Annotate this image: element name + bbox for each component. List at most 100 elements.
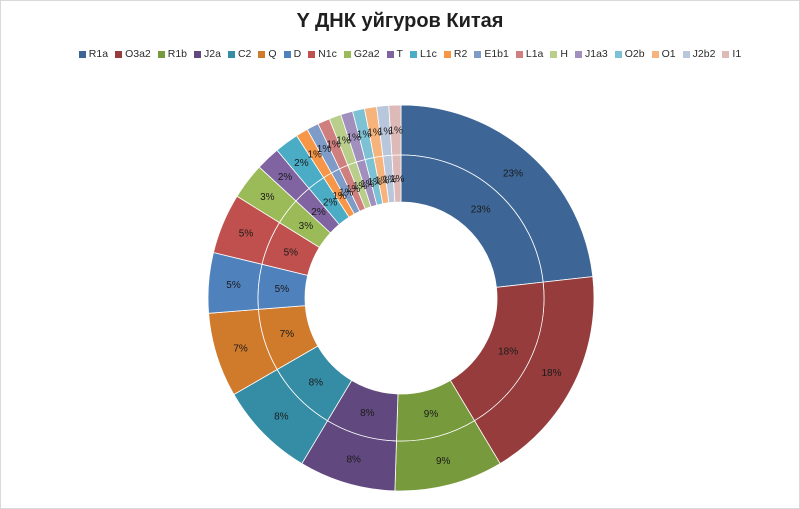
legend-label: J1a3	[584, 48, 608, 60]
slice-data-label: 23%	[503, 168, 523, 179]
slice-data-label: 1%	[346, 132, 361, 143]
slice-data-label: 2%	[294, 158, 309, 169]
legend-item: I1	[722, 48, 741, 60]
slice-data-label: 1%	[360, 179, 375, 190]
slice-data-label: 2%	[278, 172, 293, 183]
slice-data-label: 1%	[353, 181, 368, 192]
legend-label: R1a	[88, 48, 109, 60]
legend-item: O2b	[614, 48, 645, 60]
slice-data-label: 18%	[541, 368, 561, 379]
donut-slice	[391, 154, 402, 203]
slice-data-label: 3%	[260, 192, 275, 203]
legend-item: Q	[258, 48, 277, 60]
legend-item: T	[386, 48, 403, 60]
legend-item: O3a2	[115, 48, 151, 60]
legend-swatch	[722, 50, 730, 58]
slice-data-label: 9%	[436, 456, 451, 467]
chart-title: Y ДНК уйгуров Китая	[296, 10, 504, 32]
legend-swatch	[308, 50, 316, 58]
legend-item: H	[550, 48, 568, 60]
legend-swatch	[651, 50, 659, 58]
slice-data-label: 8%	[274, 411, 289, 422]
legend-item: O1	[651, 48, 676, 60]
slice-data-label: 1%	[390, 174, 405, 185]
legend-swatch	[614, 50, 622, 58]
legend-label: D	[293, 48, 302, 60]
slice-data-label: 8%	[346, 455, 361, 466]
slice-data-label: 1%	[367, 177, 382, 188]
slice-data-label: 5%	[275, 284, 290, 295]
slice-data-label: 9%	[424, 409, 439, 420]
legend-label: J2a	[204, 48, 221, 60]
legend-item: J2a	[194, 48, 221, 60]
slice-data-label: 23%	[471, 204, 491, 215]
legend-label: O2b	[624, 48, 645, 60]
slice-data-label: 1%	[317, 144, 332, 155]
slice-data-label: 1%	[388, 126, 403, 137]
legend-item: G2a2	[343, 48, 380, 60]
legend-swatch	[386, 50, 394, 58]
slice-data-label: 1%	[346, 184, 361, 195]
legend-label: C2	[237, 48, 252, 60]
legend-label: R2	[453, 48, 468, 60]
legend-label: Q	[268, 48, 277, 60]
slice-data-label: 1%	[382, 175, 397, 186]
slice-data-label: 1%	[378, 126, 393, 137]
legend-item: J2b2	[682, 48, 715, 60]
legend-swatch	[258, 50, 266, 58]
slice-data-label: 7%	[233, 343, 248, 354]
legend-swatch	[343, 50, 351, 58]
slice-data-label: 3%	[299, 221, 314, 232]
slice-data-label: 18%	[498, 347, 518, 358]
legend-swatch	[115, 50, 123, 58]
legend-item: D	[283, 48, 302, 60]
legend-label: L1c	[419, 48, 437, 60]
legend-label: E1b1	[484, 48, 509, 60]
legend-swatch	[157, 50, 165, 58]
slice-data-label: 1%	[375, 176, 390, 187]
slice-data-label: 2%	[323, 197, 338, 208]
slice-data-label: 1%	[307, 149, 322, 160]
legend-label: G2a2	[353, 48, 380, 60]
legend-swatch	[574, 50, 582, 58]
legend-item: E1b1	[474, 48, 509, 60]
legend-swatch	[227, 50, 235, 58]
slice-data-label: 1%	[326, 140, 341, 151]
legend-swatch	[194, 50, 202, 58]
legend-item: R1b	[157, 48, 188, 60]
legend-swatch	[682, 50, 690, 58]
legend-item: C2	[227, 48, 252, 60]
slice-data-label: 1%	[357, 130, 372, 141]
slice-data-label: 8%	[309, 377, 324, 388]
legend-label: I1	[732, 48, 742, 60]
legend-label: L1a	[525, 48, 544, 60]
slice-data-label: 5%	[239, 229, 254, 240]
legend-swatch	[474, 50, 482, 58]
legend-item: R2	[443, 48, 468, 60]
legend-item: L1a	[515, 48, 544, 60]
legend-label: O3a2	[125, 48, 151, 60]
slice-data-label: 8%	[360, 408, 375, 419]
legend-swatch	[409, 50, 417, 58]
legend-item: N1c	[308, 48, 337, 60]
legend-label: H	[560, 48, 568, 60]
legend-swatch	[78, 50, 86, 58]
legend-swatch	[550, 50, 558, 58]
legend-label: T	[396, 48, 403, 60]
legend-item: J1a3	[574, 48, 608, 60]
legend-label: N1c	[318, 48, 337, 60]
slice-data-label: 5%	[284, 247, 299, 258]
slice-data-label: 1%	[336, 136, 351, 147]
slice-data-label: 1%	[339, 187, 354, 198]
slice-data-label: 2%	[311, 207, 326, 218]
legend-item: L1c	[409, 48, 437, 60]
chart-legend: R1a O3a2 R1b J2a C2 Q D N1c G2a2 T L1c R2 E1b1 L1a H J1…	[60, 46, 760, 62]
slice-data-label: 1%	[332, 191, 347, 202]
slice-data-label: 5%	[226, 280, 241, 291]
legend-item: R1a	[78, 48, 109, 60]
slice-data-label: 1%	[367, 128, 382, 139]
legend-swatch	[515, 50, 523, 58]
legend-label: O1	[661, 48, 676, 60]
legend-label: R1b	[167, 48, 188, 60]
